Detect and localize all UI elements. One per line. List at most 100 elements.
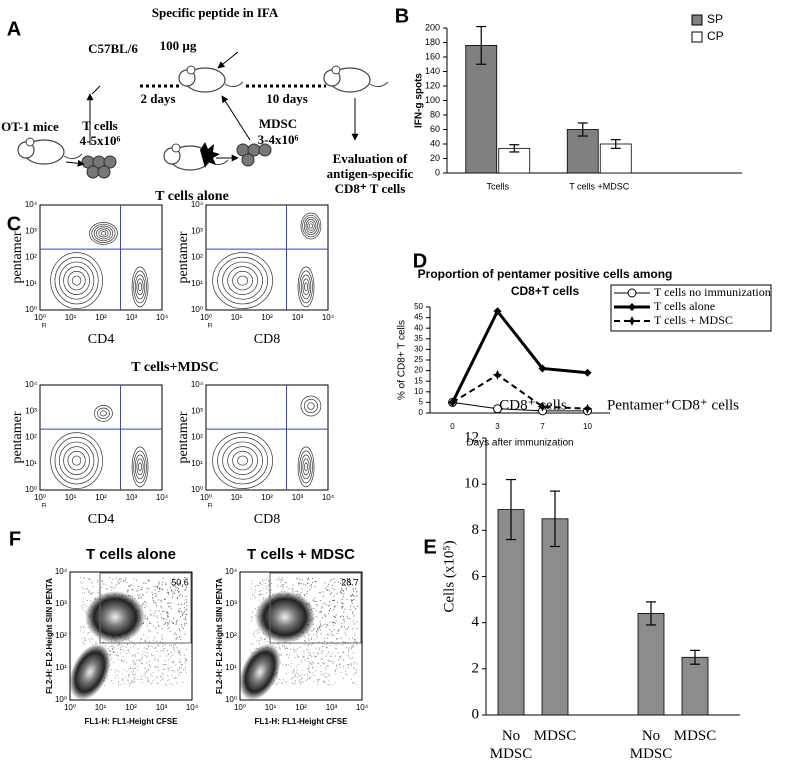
density-dot bbox=[109, 646, 111, 648]
density-dot bbox=[185, 666, 187, 668]
density-dot bbox=[108, 650, 110, 652]
density-dot bbox=[351, 664, 353, 666]
density-dot bbox=[342, 602, 344, 604]
density-dot bbox=[251, 580, 253, 582]
density-dot bbox=[81, 587, 83, 589]
mouse-icon bbox=[178, 65, 244, 93]
density-dot bbox=[159, 641, 161, 643]
density-dot bbox=[130, 680, 132, 682]
density-dot bbox=[294, 657, 296, 659]
bar bbox=[566, 129, 599, 174]
density-dot bbox=[284, 581, 286, 583]
density-dot bbox=[293, 651, 295, 653]
density-dot bbox=[131, 679, 133, 681]
density-dot bbox=[92, 592, 94, 594]
density-dot bbox=[94, 643, 96, 645]
density-dot bbox=[118, 643, 120, 645]
density-dot bbox=[307, 674, 309, 676]
density-dot bbox=[303, 583, 305, 585]
density-dot bbox=[137, 652, 139, 654]
density-dot bbox=[160, 601, 162, 603]
density-dot bbox=[144, 614, 146, 616]
x-tick-label: No MDSC bbox=[490, 728, 533, 762]
x-tick-label: 10⁴ bbox=[356, 703, 369, 712]
density-dot bbox=[148, 623, 150, 625]
density-dot bbox=[182, 664, 184, 666]
density-dot bbox=[175, 677, 177, 679]
density-dot bbox=[132, 660, 134, 662]
density-dot bbox=[180, 639, 182, 641]
density-dot bbox=[348, 663, 350, 665]
density-dot bbox=[311, 667, 313, 669]
density-dot bbox=[315, 647, 317, 649]
density-dot bbox=[91, 582, 93, 584]
density-dot bbox=[287, 664, 289, 666]
density-dot bbox=[254, 586, 256, 588]
density-dot bbox=[128, 673, 130, 675]
density-dot bbox=[112, 682, 114, 684]
density-dot bbox=[333, 629, 335, 631]
density-dot bbox=[329, 604, 331, 606]
density-dot bbox=[266, 637, 268, 639]
density-dot bbox=[301, 677, 303, 679]
density-dot bbox=[108, 648, 110, 650]
density-dot bbox=[184, 624, 186, 626]
density-dot bbox=[168, 668, 170, 670]
density-dot bbox=[131, 671, 133, 673]
density-dot bbox=[319, 679, 321, 681]
density-dot bbox=[186, 604, 188, 606]
density-dot bbox=[170, 602, 172, 604]
flow-plot-frame bbox=[69, 571, 193, 701]
density-dot bbox=[92, 586, 94, 588]
density-dot bbox=[302, 655, 304, 657]
density-dot bbox=[114, 677, 116, 679]
density-dot bbox=[92, 638, 94, 640]
density-dot bbox=[331, 684, 333, 686]
density-dot bbox=[172, 591, 174, 593]
density-dot bbox=[250, 650, 252, 652]
density-dot bbox=[258, 599, 260, 601]
error-bar bbox=[550, 490, 560, 548]
label: 3-4x10⁶ bbox=[258, 132, 299, 147]
density-dot bbox=[167, 602, 169, 604]
density-dot bbox=[163, 650, 165, 652]
density-dot bbox=[354, 638, 356, 640]
density-dot bbox=[145, 676, 147, 678]
density-dot bbox=[290, 648, 292, 650]
density-dot bbox=[185, 618, 187, 620]
density-dot bbox=[160, 613, 162, 615]
density-dot bbox=[325, 669, 327, 671]
density-dot bbox=[81, 599, 83, 601]
density-dot bbox=[152, 672, 154, 674]
density-dot bbox=[342, 641, 344, 643]
density-dot bbox=[320, 612, 322, 614]
density-dot bbox=[146, 619, 148, 621]
density-dot bbox=[356, 591, 358, 593]
density-dot bbox=[148, 630, 150, 632]
density-dot bbox=[291, 677, 293, 679]
contour bbox=[227, 446, 258, 475]
density-dot bbox=[111, 657, 113, 659]
group-label: CD8⁺ cells bbox=[499, 397, 567, 413]
density-dot bbox=[132, 681, 134, 683]
density-dot bbox=[340, 671, 342, 673]
y-tick-label: 10⁴ bbox=[55, 567, 68, 576]
density-dot bbox=[164, 663, 166, 665]
density-dot bbox=[340, 602, 342, 604]
density-dot bbox=[270, 583, 272, 585]
density-dot bbox=[280, 681, 282, 683]
density-dot bbox=[162, 668, 164, 670]
x-tick-label: 10⁴ bbox=[322, 313, 335, 322]
density-dot bbox=[156, 586, 158, 588]
arrow bbox=[221, 95, 251, 141]
y-tick-label: 10⁰ bbox=[225, 695, 237, 704]
density-dot bbox=[258, 630, 260, 632]
density-dot bbox=[126, 582, 128, 584]
density-dot bbox=[350, 584, 352, 586]
density-dot bbox=[128, 668, 130, 670]
density-dot bbox=[140, 678, 142, 680]
density-dot bbox=[311, 656, 313, 658]
density-dot bbox=[329, 683, 331, 685]
density-dot bbox=[156, 640, 158, 642]
density-dot bbox=[111, 586, 113, 588]
